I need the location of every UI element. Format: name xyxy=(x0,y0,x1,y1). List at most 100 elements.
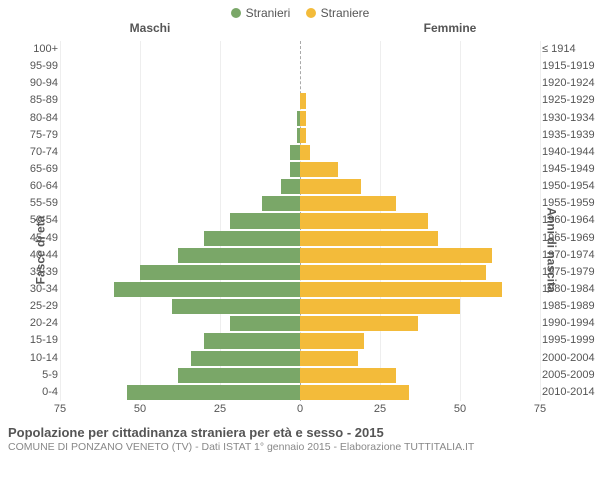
y-label-age: 20-24 xyxy=(4,315,58,332)
pyramid-row xyxy=(60,384,540,401)
y-label-birth: 1950-1954 xyxy=(542,178,596,195)
pyramid-row xyxy=(60,264,540,281)
y-label-age: 5-9 xyxy=(4,367,58,384)
y-label-age: 25-29 xyxy=(4,298,58,315)
y-label-birth: 1955-1959 xyxy=(542,195,596,212)
y-label-birth: 2010-2014 xyxy=(542,384,596,401)
bar-male xyxy=(191,351,300,366)
bar-male xyxy=(178,368,300,383)
y-label-birth: 1935-1939 xyxy=(542,127,596,144)
x-tick-label: 75 xyxy=(54,403,66,415)
footer: Popolazione per cittadinanza straniera p… xyxy=(0,421,600,453)
bar-female xyxy=(300,179,361,194)
pyramid-row xyxy=(60,75,540,92)
y-label-age: 75-79 xyxy=(4,127,58,144)
pyramid-row xyxy=(60,110,540,127)
header-male: Maschi xyxy=(0,21,300,35)
x-tick-label: 25 xyxy=(374,403,386,415)
bar-male xyxy=(281,179,300,194)
y-label-birth: 1975-1979 xyxy=(542,264,596,281)
pyramid-row xyxy=(60,144,540,161)
bar-male xyxy=(290,162,300,177)
y-label-birth: ≤ 1914 xyxy=(542,41,596,58)
bar-male xyxy=(290,145,300,160)
bar-male xyxy=(140,265,300,280)
pyramid-row xyxy=(60,247,540,264)
y-label-birth: 1965-1969 xyxy=(542,230,596,247)
bar-female xyxy=(300,282,502,297)
bar-female xyxy=(300,145,310,160)
legend-item-male: Stranieri xyxy=(231,6,291,20)
bar-female xyxy=(300,316,418,331)
pyramid-row xyxy=(60,298,540,315)
legend-item-female: Straniere xyxy=(306,6,370,20)
legend: Stranieri Straniere xyxy=(0,0,600,21)
bar-female xyxy=(300,128,306,143)
y-label-age: 65-69 xyxy=(4,161,58,178)
bar-female xyxy=(300,299,460,314)
pyramid-row xyxy=(60,195,540,212)
bar-male xyxy=(230,316,300,331)
header-female: Femmine xyxy=(300,21,600,35)
y-label-age: 0-4 xyxy=(4,384,58,401)
bar-male xyxy=(230,213,300,228)
pyramid-row xyxy=(60,161,540,178)
y-label-age: 30-34 xyxy=(4,281,58,298)
bar-female xyxy=(300,231,438,246)
pyramid-row xyxy=(60,230,540,247)
bar-female xyxy=(300,385,409,400)
pyramid-row xyxy=(60,315,540,332)
bar-female xyxy=(300,213,428,228)
y-left-labels: 100+95-9990-9485-8980-8475-7970-7465-696… xyxy=(4,41,58,421)
y-label-birth: 2005-2009 xyxy=(542,367,596,384)
bar-female xyxy=(300,248,492,263)
footer-subtitle: COMUNE DI PONZANO VENETO (TV) - Dati IST… xyxy=(8,441,592,453)
y-label-age: 90-94 xyxy=(4,75,58,92)
grid-line xyxy=(540,41,541,401)
legend-swatch-female xyxy=(306,8,316,18)
column-headers: Maschi Femmine xyxy=(0,21,600,41)
y-right-labels: ≤ 19141915-19191920-19241925-19291930-19… xyxy=(542,41,596,421)
y-label-birth: 1930-1934 xyxy=(542,110,596,127)
y-label-birth: 1960-1964 xyxy=(542,212,596,229)
bar-female xyxy=(300,111,306,126)
pyramid-row xyxy=(60,212,540,229)
y-label-age: 55-59 xyxy=(4,195,58,212)
bar-male xyxy=(262,196,300,211)
bar-female xyxy=(300,93,306,108)
bar-male xyxy=(172,299,300,314)
chart-container: Stranieri Straniere Maschi Femmine Fasce… xyxy=(0,0,600,500)
x-tick-label: 50 xyxy=(134,403,146,415)
y-label-age: 60-64 xyxy=(4,178,58,195)
bar-male xyxy=(204,333,300,348)
y-label-age: 70-74 xyxy=(4,144,58,161)
y-label-age: 35-39 xyxy=(4,264,58,281)
pyramid-row xyxy=(60,367,540,384)
bar-female xyxy=(300,196,396,211)
x-tick-label: 50 xyxy=(454,403,466,415)
y-label-age: 40-44 xyxy=(4,247,58,264)
pyramid-row xyxy=(60,281,540,298)
y-label-birth: 1945-1949 xyxy=(542,161,596,178)
y-label-age: 50-54 xyxy=(4,212,58,229)
bar-female xyxy=(300,333,364,348)
pyramid-row xyxy=(60,350,540,367)
y-label-birth: 1915-1919 xyxy=(542,58,596,75)
y-label-birth: 1925-1929 xyxy=(542,92,596,109)
y-label-age: 10-14 xyxy=(4,350,58,367)
y-label-age: 15-19 xyxy=(4,332,58,349)
y-label-birth: 1995-1999 xyxy=(542,332,596,349)
pyramid-row xyxy=(60,178,540,195)
bar-female xyxy=(300,368,396,383)
legend-label-male: Stranieri xyxy=(246,6,291,20)
x-axis-labels: 7550250255075 xyxy=(60,401,540,421)
y-label-birth: 1990-1994 xyxy=(542,315,596,332)
pyramid-row xyxy=(60,41,540,58)
y-label-birth: 1940-1944 xyxy=(542,144,596,161)
legend-swatch-male xyxy=(231,8,241,18)
x-tick-label: 25 xyxy=(214,403,226,415)
legend-label-female: Straniere xyxy=(321,6,370,20)
bar-male xyxy=(204,231,300,246)
bars xyxy=(60,41,540,401)
pyramid-row xyxy=(60,332,540,349)
